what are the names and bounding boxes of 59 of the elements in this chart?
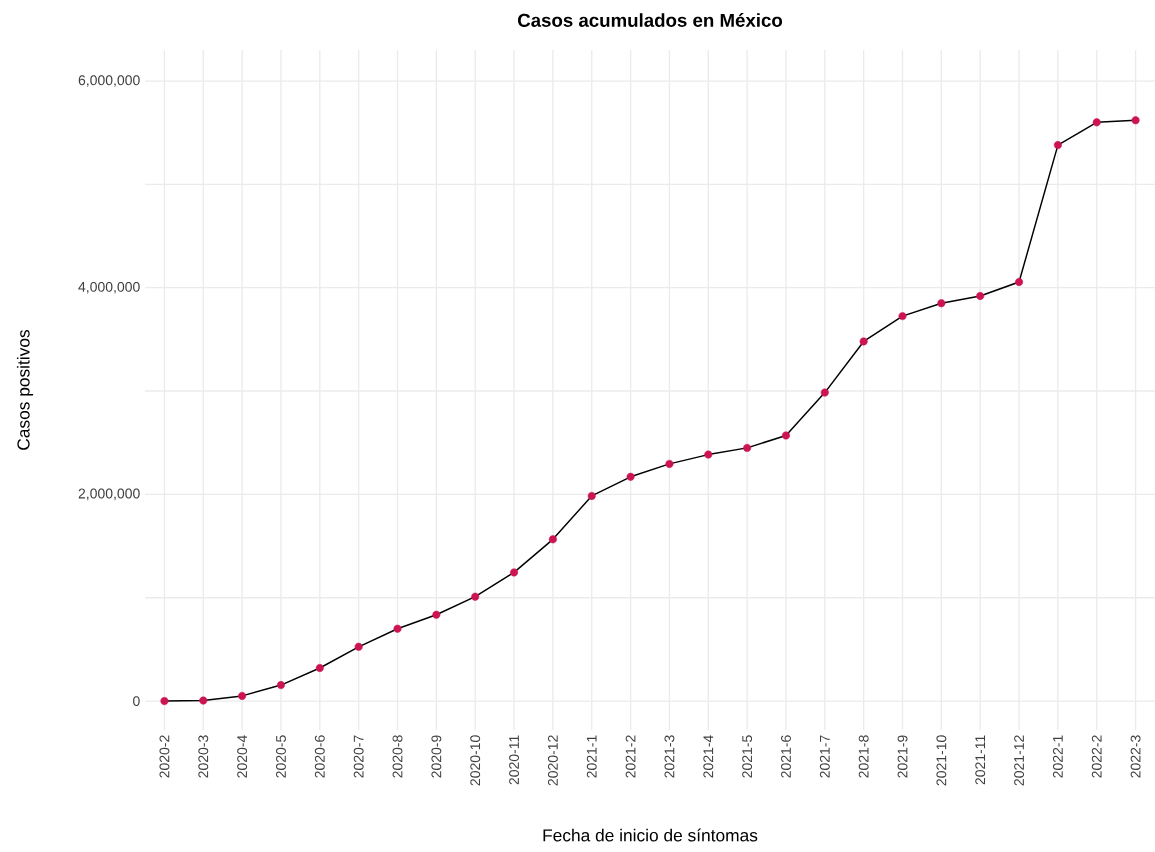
x-tick-label: 2021-3 (664, 735, 675, 778)
y-tick-label: 4,000,000 (78, 281, 140, 294)
point (1015, 278, 1024, 287)
point (160, 697, 169, 706)
x-tick-label: 2021-10 (936, 735, 947, 786)
point (432, 610, 441, 619)
x-tick-label: 2021-5 (742, 735, 753, 778)
point (393, 624, 402, 633)
point (1053, 141, 1062, 150)
x-tick-label: 2021-11 (975, 735, 986, 785)
y-tick-label: 0 (133, 696, 140, 707)
point (548, 535, 557, 544)
x-tick-label: 2021-2 (625, 735, 636, 778)
point (704, 450, 713, 459)
x-tick-label: 2022-2 (1091, 735, 1102, 778)
point (976, 291, 985, 300)
point (471, 592, 480, 601)
x-tick-label: 2020-4 (237, 735, 248, 778)
y-axis-title: Casos positivos (16, 329, 34, 450)
point (199, 696, 208, 705)
point (937, 299, 946, 308)
y-tick-label: 2,000,000 (78, 488, 140, 501)
x-tick-label: 2020-6 (314, 735, 325, 778)
point (743, 443, 752, 452)
point (626, 472, 635, 481)
x-tick-label: 2022-3 (1130, 735, 1141, 778)
x-tick-label: 2020-11 (509, 735, 520, 785)
point (1131, 116, 1140, 125)
x-tick-label: 2020-7 (353, 735, 364, 778)
x-tick-label: 2021-9 (897, 735, 908, 778)
point (820, 388, 829, 397)
point (898, 312, 907, 321)
x-tick-label: 2020-10 (470, 735, 481, 786)
point (276, 681, 285, 690)
point (781, 431, 790, 440)
x-axis-title: Fecha de inicio de síntomas (543, 828, 758, 842)
x-tick-label: 2021-6 (781, 735, 791, 778)
x-tick-label: 2020-9 (431, 735, 442, 778)
x-tick-label: 2020-5 (276, 735, 286, 778)
x-tick-label: 2020-3 (198, 735, 209, 778)
x-tick-label: 2021-1 (586, 735, 597, 778)
chart-title: Casos acumulados en México (518, 13, 783, 27)
x-tick-label: 2020-8 (392, 735, 403, 778)
point (238, 691, 247, 700)
point (354, 642, 363, 651)
x-tick-label: 2020-12 (547, 735, 558, 786)
point (1092, 118, 1101, 127)
x-tick-label: 2021-7 (819, 735, 830, 778)
point (315, 664, 324, 673)
x-tick-label: 2020-2 (159, 735, 170, 778)
point (665, 459, 674, 468)
x-tick-label: 2021-12 (1014, 735, 1025, 786)
point (587, 491, 596, 500)
y-tick-label: 6,000,000 (78, 75, 140, 87)
x-tick-label: 2021-8 (858, 735, 869, 778)
x-tick-label: 2022-1 (1052, 735, 1063, 778)
x-tick-label: 2021-4 (703, 735, 714, 778)
point (859, 337, 868, 346)
point (510, 568, 519, 577)
